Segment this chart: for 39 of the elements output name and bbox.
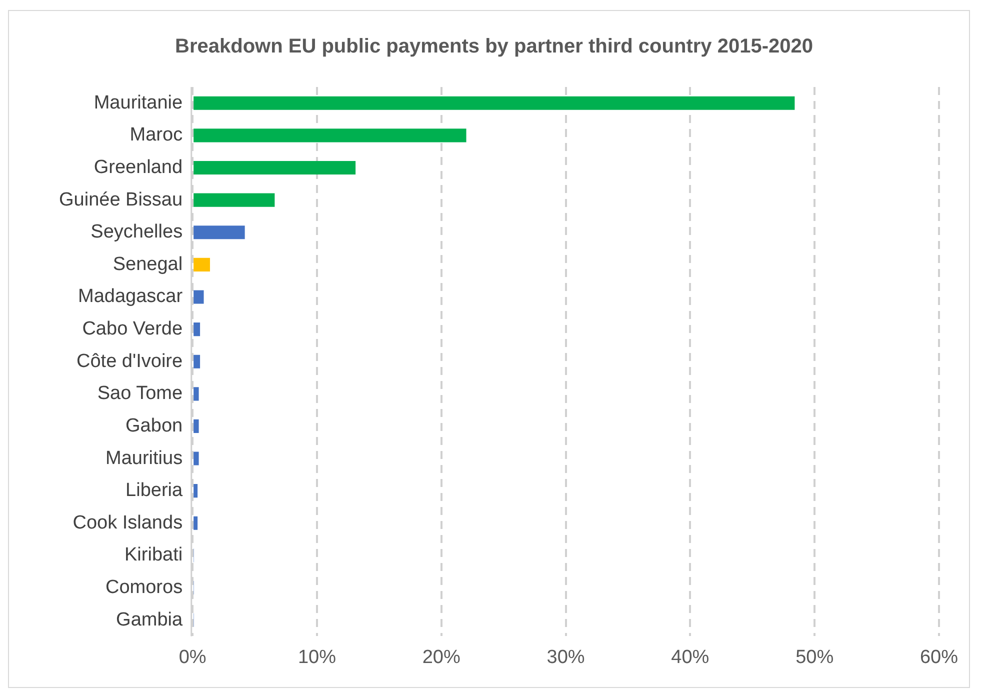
y-tick-label: Maroc: [130, 124, 183, 146]
y-tick-label: Liberia: [126, 480, 183, 502]
y-tick-label: Mauritanie: [94, 92, 183, 114]
y-tick-label: Madagascar: [78, 286, 184, 308]
bar: [194, 322, 200, 336]
bar: [194, 193, 275, 207]
y-tick-label: Kiribati: [124, 544, 183, 566]
bar: [194, 290, 204, 304]
y-tick-label: Cook Islands: [72, 512, 183, 534]
y-tick-label: Sao Tome: [97, 383, 183, 404]
bar: [194, 354, 200, 368]
x-tick-label: 30%: [546, 646, 585, 668]
x-tick-label: 20%: [422, 646, 460, 668]
y-tick-label: Gambia: [116, 609, 184, 630]
bar: [194, 128, 466, 142]
bar: [194, 484, 198, 498]
y-tick-label: Mauritius: [105, 448, 183, 469]
y-tick-label: Comoros: [105, 576, 183, 598]
bar: [194, 419, 199, 433]
bar: [194, 387, 199, 401]
x-tick-label: 40%: [671, 646, 710, 668]
y-tick-label: Côte d'Ivoire: [76, 350, 183, 372]
y-tick-label: Guinée Bissau: [58, 189, 183, 210]
y-tick-label: Greenland: [94, 157, 183, 178]
x-tick-label: 0%: [178, 646, 206, 668]
x-tick-label: 10%: [298, 646, 336, 668]
x-tick-label: 50%: [796, 646, 834, 668]
bar: [194, 452, 199, 466]
bar: [194, 226, 245, 240]
bar: [194, 258, 210, 272]
y-tick-label: Cabo Verde: [82, 318, 183, 340]
bar: [194, 96, 795, 110]
y-tick-label: Seychelles: [90, 222, 183, 243]
bar: [194, 516, 198, 530]
bar: [194, 160, 356, 175]
y-tick-label: Senegal: [112, 254, 183, 275]
chart-title: Breakdown EU public payments by partner third country 2015-2020: [175, 36, 813, 58]
y-tick-label: Gabon: [126, 415, 183, 436]
x-tick-label: 60%: [920, 646, 958, 668]
